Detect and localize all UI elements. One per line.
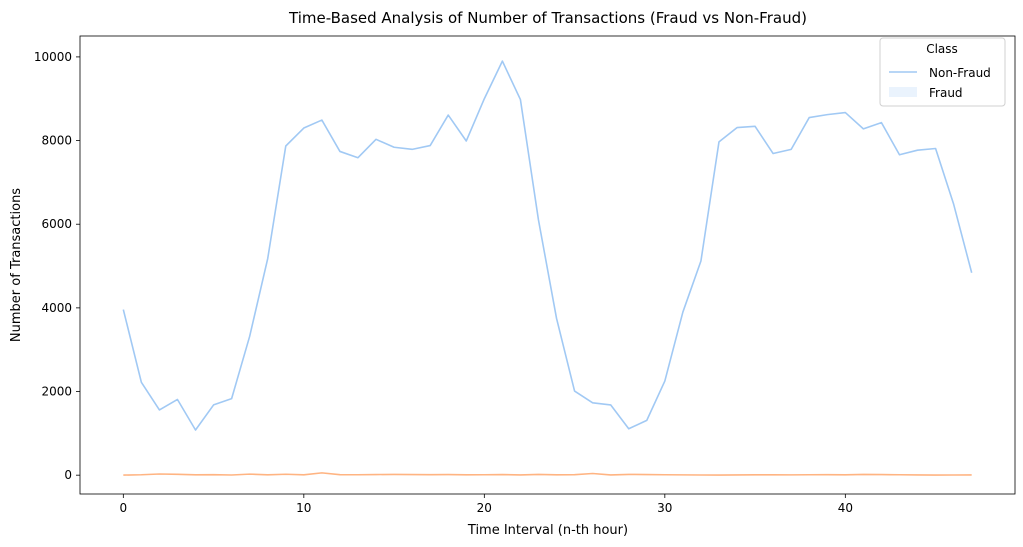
y-tick-label: 0 [64, 468, 72, 482]
y-tick-label: 4000 [41, 301, 72, 315]
x-tick-label: 40 [838, 501, 853, 515]
plot-frame [79, 35, 1016, 495]
x-tick-label: 10 [296, 501, 311, 515]
x-tick-label: 20 [477, 501, 492, 515]
series-line-fraud [123, 472, 972, 476]
x-axis-label: Time Interval (n-th hour) [467, 523, 628, 538]
y-tick-label: 6000 [41, 217, 72, 231]
legend-patch-fraud [889, 87, 917, 97]
x-tick-label: 0 [120, 501, 128, 515]
x-axis-ticks: 0 10 20 30 40 [120, 494, 853, 515]
y-tick-label: 8000 [41, 134, 72, 148]
series-line-non-fraud [122, 60, 973, 431]
y-tick-label: 10000 [34, 50, 72, 64]
legend-label-fraud: Fraud [929, 86, 963, 100]
series-lines [122, 60, 973, 476]
plot-area [79, 35, 1016, 495]
y-axis-label: Number of Transactions [9, 188, 24, 342]
legend-label-non-fraud: Non-Fraud [929, 66, 991, 80]
chart-title: Time-Based Analysis of Number of Transac… [288, 9, 807, 27]
y-tick-label: 2000 [41, 385, 72, 399]
y-axis-ticks: 0 2000 4000 6000 8000 10000 [34, 50, 80, 482]
legend-box [879, 37, 1006, 107]
legend: Class Non-Fraud Fraud [879, 37, 1006, 107]
legend-title: Class [926, 42, 958, 56]
x-tick-label: 30 [657, 501, 672, 515]
